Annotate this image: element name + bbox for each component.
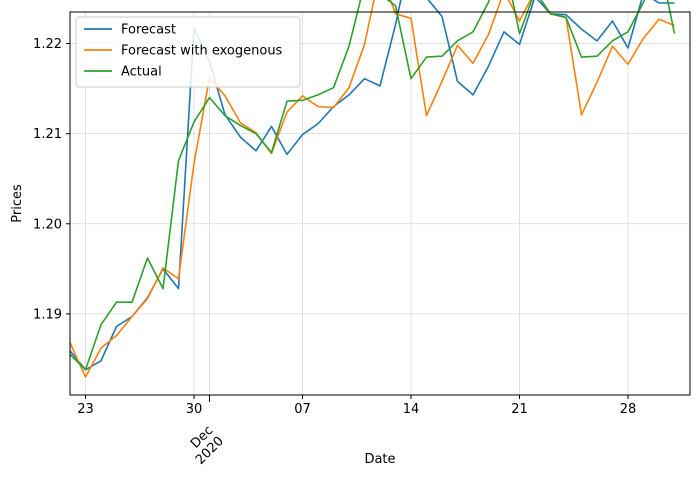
x-tick-label: 21 <box>511 402 528 417</box>
y-tick-label: 1.19 <box>33 307 62 322</box>
series-layer <box>69 0 676 378</box>
legend-label: Actual <box>121 65 162 80</box>
y-tick-label: 1.22 <box>33 37 62 52</box>
series-line-0 <box>69 0 675 371</box>
legend-label: Forecast <box>121 23 176 38</box>
x-axis-title: Date <box>364 452 395 467</box>
series-line-1 <box>69 0 675 378</box>
plot-frame <box>69 11 691 396</box>
x-tick-label: 28 <box>620 402 637 417</box>
y-tick-label: 1.20 <box>33 217 62 232</box>
x-tick-label: 14 <box>403 402 420 417</box>
x-tick-label: 30 <box>186 402 203 417</box>
x-tick-label: 07 <box>294 402 311 417</box>
y-axis-title: Prices <box>10 184 25 223</box>
legend-box <box>75 16 301 88</box>
legend: Forecast Forecast with exogenous Actual <box>75 16 301 88</box>
x-tick-label: 23 <box>77 402 94 417</box>
y-tick-label: 1.21 <box>33 127 62 142</box>
series-line-2 <box>69 0 676 371</box>
legend-label: Forecast with exogenous <box>121 44 283 59</box>
